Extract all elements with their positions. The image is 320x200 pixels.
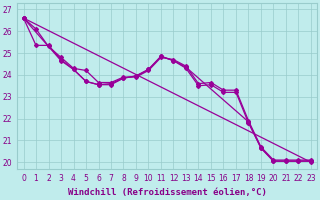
X-axis label: Windchill (Refroidissement éolien,°C): Windchill (Refroidissement éolien,°C)	[68, 188, 267, 197]
